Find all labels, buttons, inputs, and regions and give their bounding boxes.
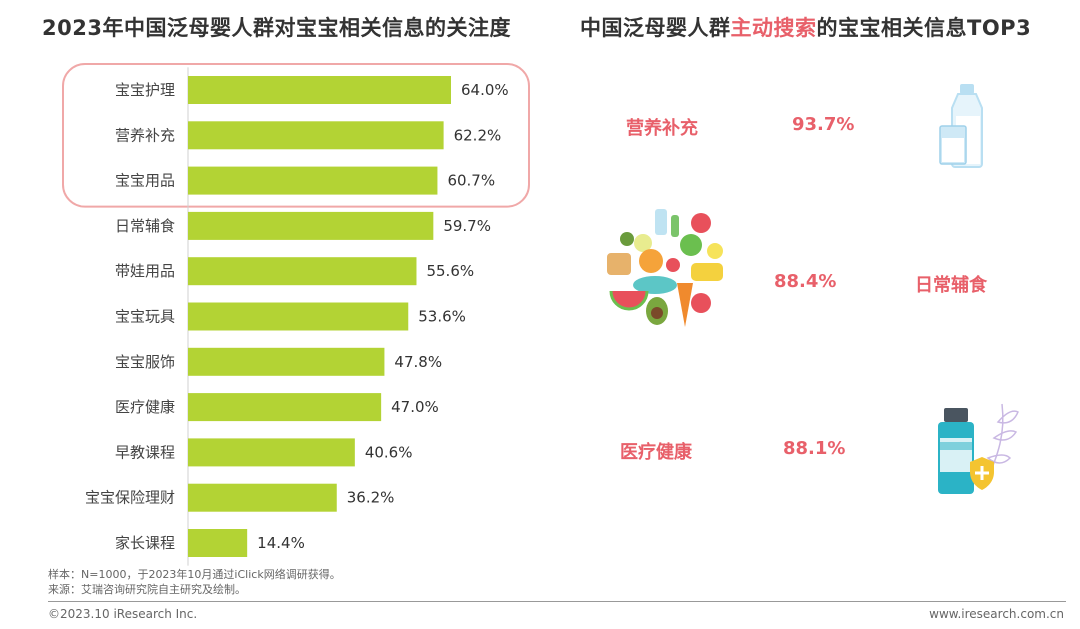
bar xyxy=(188,76,451,104)
value-label: 55.6% xyxy=(426,262,474,280)
category-label: 医疗健康 xyxy=(115,398,175,416)
milk-bottle-glass-icon xyxy=(939,84,983,168)
sample-note: 样本：N=1000，于2023年10月通过iClick网络调研获得。 xyxy=(48,568,341,581)
top3-item-3-name: 医疗健康 xyxy=(620,442,692,463)
value-label: 47.8% xyxy=(394,353,442,371)
footer-divider xyxy=(48,601,1066,602)
attention-bar-chart: 宝宝护理 64.0% 营养补充 62.2% 宝宝用品 60.7% 日常辅食 59.7% 带娃用品… xyxy=(62,63,530,566)
bar xyxy=(188,257,417,286)
medicine-bottle-shield-icon xyxy=(938,403,1019,494)
value-label: 36.2% xyxy=(347,489,395,507)
value-label: 60.7% xyxy=(447,172,495,190)
value-label: 64.0% xyxy=(461,81,509,99)
value-label: 40.6% xyxy=(365,443,413,461)
category-label: 早教课程 xyxy=(115,443,175,461)
bar xyxy=(188,347,385,376)
bar xyxy=(188,438,355,467)
value-label: 59.7% xyxy=(443,217,491,235)
category-label: 宝宝用品 xyxy=(115,172,175,190)
category-label: 宝宝服饰 xyxy=(115,353,175,371)
bar xyxy=(188,302,409,331)
top3-item-1-name: 营养补充 xyxy=(626,118,698,139)
category-label: 营养补充 xyxy=(115,126,175,144)
top3-item-1-percent: 93.7% xyxy=(792,114,855,135)
value-label: 14.4% xyxy=(257,534,305,552)
value-label: 47.0% xyxy=(391,398,439,416)
right-panel-title: 中国泛母婴人群主动搜索的宝宝相关信息TOP3 xyxy=(580,12,1031,42)
bar xyxy=(188,121,444,150)
bar xyxy=(188,211,434,240)
bar xyxy=(188,166,438,195)
category-label: 日常辅食 xyxy=(115,217,175,235)
category-label: 带娃用品 xyxy=(115,262,175,280)
bar xyxy=(188,529,248,557)
category-label: 宝宝保险理财 xyxy=(85,489,175,507)
category-label: 宝宝玩具 xyxy=(115,308,175,326)
top3-item-2-percent: 88.4% xyxy=(774,271,837,292)
left-chart-title: 2023年中国泛母婴人群对宝宝相关信息的关注度 xyxy=(42,16,511,40)
source-note: 来源：艾瑞咨询研究院自主研究及绘制。 xyxy=(48,583,246,596)
value-label: 62.2% xyxy=(454,126,502,144)
title-highlight: 主动搜索 xyxy=(730,16,817,40)
bar xyxy=(188,393,382,422)
highlight-box xyxy=(62,63,530,208)
category-label: 家长课程 xyxy=(115,534,175,552)
value-label: 53.6% xyxy=(418,308,466,326)
top3-item-3-percent: 88.1% xyxy=(783,438,846,459)
category-label: 宝宝护理 xyxy=(115,81,175,99)
footer-copyright: ©2023.10 iResearch Inc. xyxy=(48,607,198,621)
title-suffix: 的宝宝相关信息TOP3 xyxy=(816,16,1032,40)
bar xyxy=(188,483,337,512)
footer-website: www.iresearch.com.cn xyxy=(929,607,1064,621)
top3-item-2-name: 日常辅食 xyxy=(915,275,987,296)
title-prefix: 中国泛母婴人群 xyxy=(580,16,731,40)
food-assortment-icon xyxy=(607,209,723,327)
